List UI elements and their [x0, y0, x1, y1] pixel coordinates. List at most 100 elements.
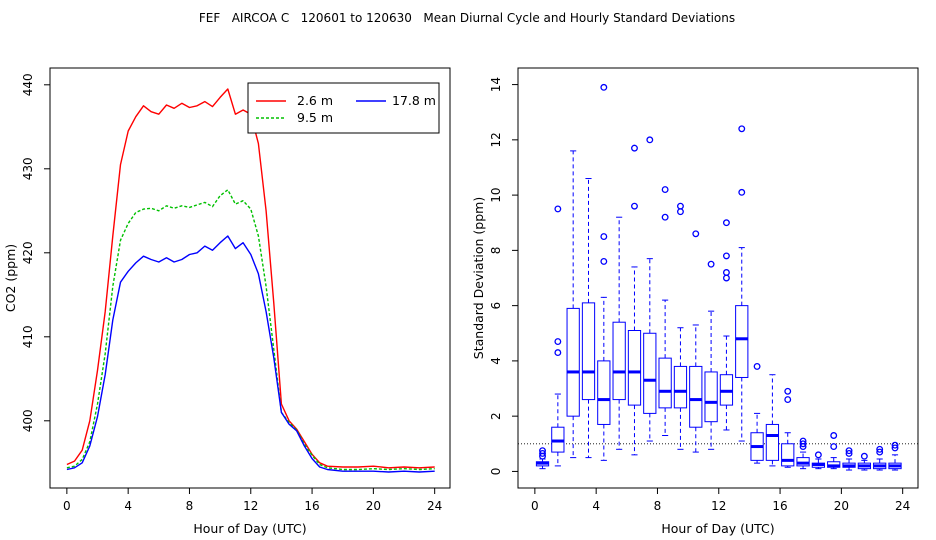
outlier-point: [554, 349, 562, 357]
outlier-point: [539, 447, 546, 455]
co2-diurnal-chart: 0 4 8 12 16 20 24 400 410 420 430 440 Hour of Day (…: [3, 67, 451, 536]
left-x-axis-label: Hour of Day (UTC): [193, 521, 306, 536]
legend-label-17-8m: 17.8 m: [392, 93, 436, 108]
box-hour-2.5: [566, 150, 580, 459]
outlier-point: [539, 450, 546, 457]
outlier-point: [830, 432, 838, 439]
outlier-point: [753, 362, 761, 370]
series-line-9-5-m: [66, 189, 435, 471]
box-hour-14.5: [750, 362, 764, 464]
box-hour-19.5: [827, 432, 841, 470]
figure-title: FEF AIRCOA C 120601 to 120630 Mean Diurn…: [199, 11, 735, 25]
left-x-tick-label: 12: [243, 499, 258, 513]
outlier-point: [707, 260, 715, 268]
left-plot-frame: [49, 67, 451, 489]
box-hour-16.5: [781, 387, 795, 468]
left-x-tick-label: 20: [366, 499, 381, 513]
box-hour-20.5: [842, 447, 856, 471]
right-x-axis-label: Hour of Day (UTC): [661, 521, 774, 536]
left-x-tick-label: 0: [63, 499, 71, 513]
iqr-box: [627, 330, 642, 406]
legend-label-2-6m: 2.6 m: [297, 93, 333, 108]
right-x-tick-label: 20: [834, 499, 849, 513]
right-x-tick-label: 0: [531, 499, 539, 513]
outlier-point: [722, 269, 730, 276]
left-y-tick-label: 420: [21, 241, 35, 264]
right-y-axis-label: Standard Deviation (ppm): [471, 197, 486, 359]
outlier-point: [554, 338, 562, 346]
iqr-box: [566, 307, 580, 417]
left-y-tick-label: 400: [21, 409, 35, 432]
right-x-tick-label: 8: [654, 499, 662, 513]
outlier-point: [738, 188, 746, 196]
outlier-point: [722, 252, 730, 260]
outlier-point: [661, 213, 669, 221]
outlier-point: [891, 441, 899, 449]
outlier-point: [784, 387, 792, 395]
iqr-box: [781, 443, 795, 467]
right-plot-frame: [517, 67, 919, 489]
outlier-point: [661, 186, 669, 194]
outlier-point: [845, 450, 853, 457]
box-hour-22.5: [873, 445, 887, 471]
box-hour-8.5: [658, 186, 672, 436]
outlier-point: [600, 83, 608, 91]
iqr-box: [612, 321, 626, 401]
box-hour-11.5: [704, 260, 718, 450]
box-hour-6.5: [627, 144, 642, 456]
outlier-point: [722, 219, 730, 227]
box-hour-7.5: [643, 136, 657, 442]
box-hour-3.5: [581, 178, 596, 459]
left-x-tick-label: 8: [186, 499, 194, 513]
outlier-point: [876, 448, 884, 456]
right-y-tick-label: 8: [489, 247, 503, 255]
right-y-tick-label: 12: [489, 132, 503, 147]
legend-box: [247, 82, 440, 134]
outlier-point: [845, 447, 853, 455]
left-x-tick-label: 16: [304, 499, 319, 513]
box-hour-23.5: [888, 441, 902, 471]
iqr-box: [581, 302, 596, 401]
left-series-lines: [66, 88, 435, 473]
box-hour-21.5: [857, 452, 871, 471]
box-hour-18.5: [811, 451, 826, 470]
box-hour-9.5: [673, 202, 688, 450]
outlier-point: [600, 233, 608, 241]
left-x-tick-label: 4: [124, 499, 132, 513]
box-hour-4.5: [597, 83, 611, 461]
right-y-tick-label: 10: [489, 187, 503, 202]
outlier-point: [600, 257, 608, 265]
outlier-point: [814, 451, 822, 459]
iqr-box: [735, 305, 749, 378]
iqr-box: [673, 365, 688, 409]
left-x-tick-label: 24: [427, 499, 442, 513]
outlier-point: [799, 437, 807, 445]
right-x-tick-label: 12: [711, 499, 726, 513]
iqr-box: [704, 371, 718, 423]
left-y-tick-label: 440: [21, 73, 35, 96]
outlier-point: [784, 396, 792, 404]
box-hour-13.5: [735, 125, 749, 442]
outlier-point: [876, 445, 884, 453]
right-y-tick-label: 4: [489, 357, 503, 365]
left-axis-ticks: 0 4 8 12 16 20 24 400 410 420 430 440: [21, 73, 442, 513]
box-hour-15.5: [765, 374, 780, 467]
iqr-box: [658, 357, 672, 409]
outlier-point: [631, 202, 638, 210]
outlier-point: [799, 440, 807, 448]
box-hour-10.5: [689, 230, 703, 453]
right-x-tick-label: 4: [592, 499, 600, 513]
outlier-point: [631, 144, 638, 152]
box-hour-1.5: [551, 205, 565, 467]
iqr-box: [689, 365, 703, 428]
right-x-tick-label: 24: [895, 499, 910, 513]
right-y-tick-label: 2: [489, 412, 503, 420]
boxplots: [535, 83, 902, 471]
box-hour-17.5: [796, 437, 810, 470]
outlier-point: [646, 136, 654, 144]
right-y-tick-label: 14: [489, 77, 503, 92]
legend: 2.6 m 9.5 m 17.8 m: [247, 82, 440, 134]
right-y-tick-label: 6: [489, 302, 503, 310]
